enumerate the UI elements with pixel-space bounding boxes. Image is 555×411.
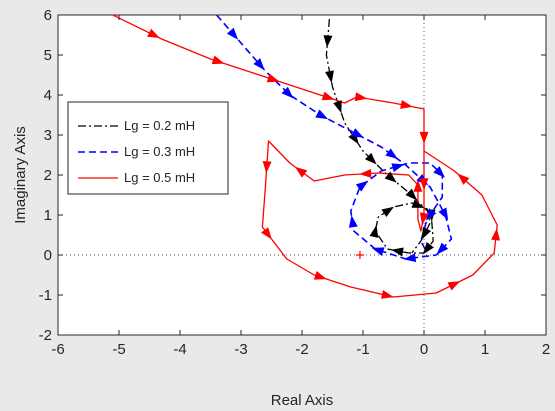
- x-tick-label: -5: [112, 341, 125, 358]
- x-tick-label: -3: [234, 341, 247, 358]
- direction-arrow: [385, 148, 398, 160]
- x-tick-label: -4: [173, 341, 186, 358]
- direction-arrow: [321, 91, 335, 101]
- direction-arrow: [355, 180, 369, 192]
- direction-arrow: [419, 131, 429, 144]
- direction-arrow: [400, 100, 413, 109]
- direction-arrow: [425, 208, 437, 221]
- direction-arrow: [354, 92, 368, 102]
- direction-arrow: [323, 35, 333, 48]
- direction-arrow: [391, 247, 404, 257]
- direction-arrow: [211, 55, 225, 65]
- legend-label-lg-0-2: Lg = 0.2 mH: [124, 118, 195, 133]
- direction-arrow: [281, 86, 294, 99]
- direction-arrow: [457, 173, 470, 185]
- direction-arrow: [436, 242, 449, 255]
- y-tick-label: 3: [44, 127, 52, 144]
- y-tick-label: 6: [44, 7, 52, 24]
- direction-arrow: [384, 171, 397, 183]
- legend-label-lg-0-5: Lg = 0.5 mH: [124, 170, 195, 185]
- direction-arrow: [266, 73, 280, 83]
- direction-arrow: [419, 178, 429, 191]
- x-tick-label: -1: [356, 341, 369, 358]
- direction-arrow: [371, 247, 385, 256]
- x-tick-label: 0: [420, 341, 428, 358]
- y-tick-label: -2: [39, 327, 52, 344]
- y-tick-label: 2: [44, 167, 52, 184]
- arrow-layer: [147, 27, 501, 299]
- direction-arrow: [325, 70, 334, 83]
- direction-arrow: [369, 225, 379, 238]
- y-tick-label: 0: [44, 247, 52, 264]
- y-tick-labels: -2 -1 0 1 2 3 4 5 6: [39, 7, 52, 344]
- direction-arrow: [260, 227, 272, 240]
- direction-arrow: [438, 207, 449, 221]
- direction-arrow: [313, 271, 327, 280]
- direction-arrow: [421, 226, 432, 240]
- direction-arrow: [262, 161, 272, 174]
- direction-arrow: [253, 58, 265, 71]
- axis-ticks: [57, 14, 547, 336]
- series-line-3: [112, 15, 498, 298]
- legend: Lg = 0.2 mH Lg = 0.3 mH Lg = 0.5 mH: [67, 101, 229, 195]
- x-tick-label: -6: [51, 341, 64, 358]
- y-axis-label: Imaginary Axis: [12, 126, 29, 224]
- direction-arrow: [226, 27, 239, 40]
- x-tick-label: 1: [481, 341, 489, 358]
- direction-arrow: [419, 212, 429, 225]
- direction-arrow: [391, 163, 405, 172]
- pole-marker: [355, 251, 364, 259]
- direction-arrow: [447, 281, 461, 291]
- legend-label-lg-0-3: Lg = 0.3 mH: [124, 144, 195, 159]
- y-tick-label: 1: [44, 207, 52, 224]
- direction-arrow: [423, 242, 434, 255]
- direction-arrow: [381, 289, 394, 299]
- y-tick-label: -1: [39, 287, 52, 304]
- direction-arrow: [364, 152, 377, 165]
- direction-arrow: [381, 206, 394, 218]
- legend-box: [67, 101, 229, 195]
- y-tick-label: 5: [44, 47, 52, 64]
- direction-arrow: [333, 100, 342, 114]
- direction-arrow: [491, 228, 501, 241]
- direction-arrow: [350, 128, 364, 138]
- direction-arrow: [147, 28, 160, 39]
- direction-arrow: [433, 166, 445, 178]
- marker-layer: [355, 251, 364, 259]
- direction-arrow: [359, 168, 372, 178]
- direction-arrow: [315, 109, 329, 120]
- direction-arrow: [348, 215, 358, 228]
- direction-arrow: [413, 179, 423, 192]
- x-axis-label: Real Axis: [271, 392, 334, 409]
- x-tick-labels: -6 -5 -4 -3 -2 -1 0 1 2: [51, 341, 550, 358]
- x-tick-label: 2: [542, 341, 550, 358]
- direction-arrow: [405, 188, 418, 201]
- x-tick-label: -2: [295, 341, 308, 358]
- y-tick-label: 4: [44, 87, 52, 104]
- direction-arrow: [294, 166, 308, 178]
- direction-arrow: [403, 253, 417, 263]
- direction-arrow: [411, 199, 425, 208]
